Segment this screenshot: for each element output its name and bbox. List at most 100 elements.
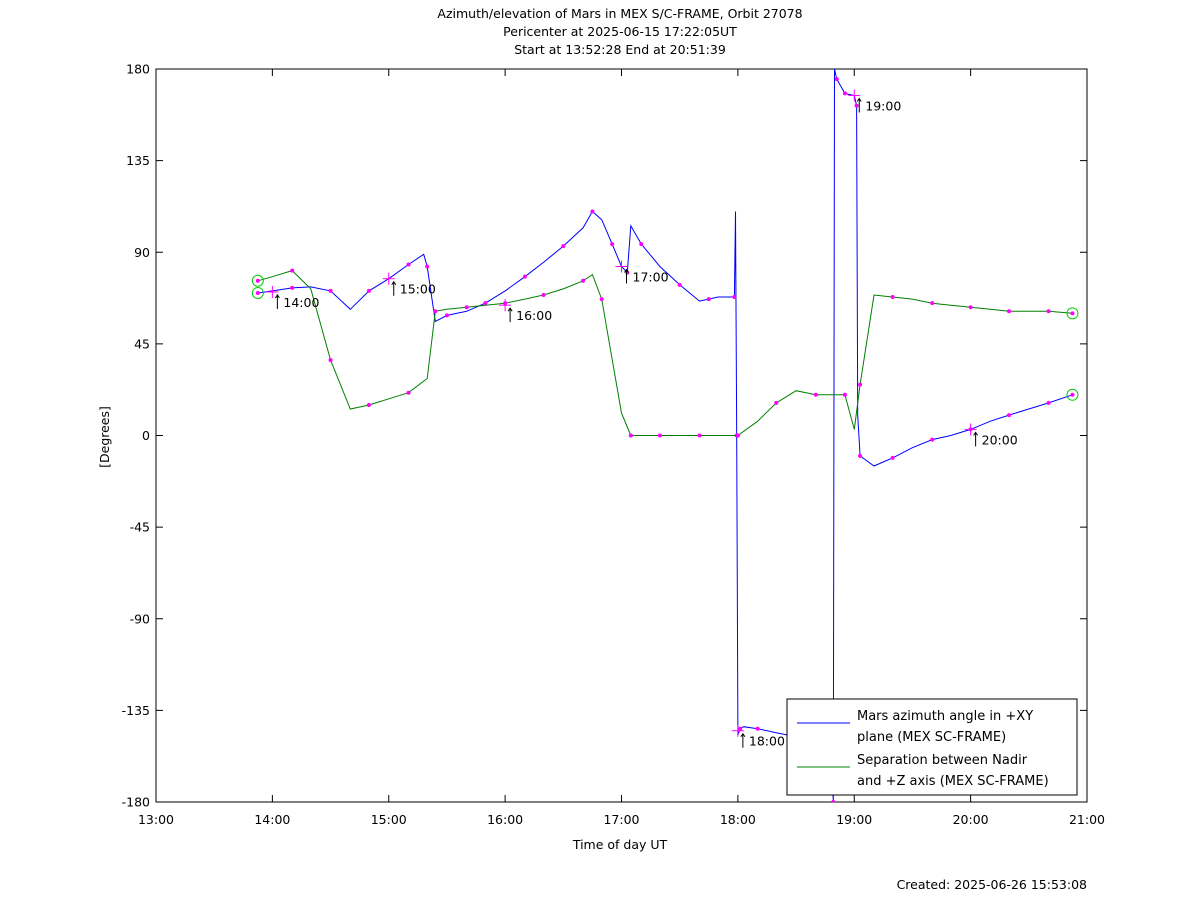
series-point-1 — [774, 400, 779, 405]
hour-marker-label: 18:00 — [749, 734, 785, 749]
hour-marker-label: 16:00 — [516, 308, 552, 323]
legend-label-separation-line-1: Separation between Nadir — [857, 753, 1028, 768]
hour-arrow-head — [740, 732, 746, 738]
title-line-2: Pericenter at 2025-06-15 17:22:05UT — [503, 24, 737, 39]
series-point-0 — [858, 453, 863, 458]
hour-arrow-head — [973, 431, 979, 436]
series-point-0 — [561, 244, 566, 249]
series-point-1 — [328, 358, 333, 363]
legend: Mars azimuth angle in +XY plane (MEX SC-… — [786, 698, 1078, 796]
series-point-0 — [706, 297, 711, 302]
series-point-0 — [831, 800, 836, 802]
legend-box — [786, 698, 1078, 796]
hour-arrow-head — [274, 294, 280, 299]
created-footer: Created: 2025-06-26 15:53:08 — [897, 877, 1087, 892]
legend-label-azimuth-line-1: Mars azimuth angle in +XY — [857, 709, 1033, 724]
legend-label-separation-line-2: and +Z axis (MEX SC-FRAME) — [857, 774, 1049, 789]
y-tick-label: -135 — [122, 703, 150, 718]
series-point-1 — [657, 433, 662, 438]
series-point-1 — [581, 278, 586, 283]
y-tick-label: -90 — [130, 611, 150, 626]
y-tick-label: -45 — [130, 520, 150, 535]
x-tick-label: 17:00 — [603, 812, 639, 827]
series-point-1 — [968, 305, 973, 310]
x-tick-label: 18:00 — [720, 812, 756, 827]
hour-marker-label: 14:00 — [283, 295, 319, 310]
series-start-marker-0 — [251, 286, 264, 299]
series-end-marker-0 — [1066, 388, 1079, 401]
series-point-0 — [328, 288, 333, 293]
y-tick-label: -180 — [122, 795, 150, 810]
y-tick-label: 0 — [142, 428, 150, 443]
series-point-0 — [290, 285, 295, 290]
series-point-0 — [483, 301, 488, 306]
hour-arrow-head — [391, 280, 397, 285]
series-point-1 — [930, 301, 935, 306]
series-point-0 — [255, 290, 260, 295]
series-point-0 — [755, 726, 760, 731]
series-point-0 — [1070, 392, 1075, 397]
series-point-0 — [522, 274, 527, 279]
series-point-0 — [639, 242, 644, 247]
series-point-1 — [1007, 309, 1012, 314]
x-tick-label: 16:00 — [487, 812, 523, 827]
legend-label-azimuth-line-2: plane (MEX SC-FRAME) — [857, 730, 1006, 745]
hour-arrow-head — [856, 97, 862, 102]
series-point-1 — [813, 392, 818, 397]
x-axis: 13:00 14:00 15:00 16:00 17:00 18:00 19:00 20:00… — [138, 69, 1105, 827]
series-point-0 — [444, 313, 449, 318]
x-tick-label: 13:00 — [138, 812, 174, 827]
series-point-0 — [590, 209, 595, 214]
series-layer — [251, 69, 1079, 802]
series-point-0 — [732, 295, 737, 300]
series-point-1 — [697, 433, 702, 438]
hour-marker-label: 17:00 — [633, 270, 669, 285]
series-point-1 — [842, 392, 847, 397]
series-point-1 — [406, 390, 411, 395]
hour-arrow-head — [507, 307, 513, 312]
series-end-marker-1 — [1066, 307, 1079, 320]
series-point-1 — [735, 433, 740, 438]
y-axis: -180 -135 -90 -45 0 45 90 135 180 — [122, 62, 1087, 810]
plot-area-frame — [155, 68, 1088, 803]
series-point-1 — [255, 278, 260, 283]
y-tick-label: 180 — [126, 62, 150, 77]
series-point-0 — [842, 91, 847, 96]
series-point-1 — [599, 297, 604, 302]
series-point-0 — [890, 455, 895, 460]
series-line-0 — [257, 69, 1073, 802]
chart-title: Azimuth/elevation of Mars in MEX S/C-FRA… — [437, 6, 802, 57]
series-point-1 — [290, 268, 295, 273]
x-tick-label: 14:00 — [254, 812, 290, 827]
series-point-1 — [858, 382, 863, 387]
time-markers: 14:00 15:00 16:00 17:00 18:00 19:00 20:00 — [266, 89, 1018, 749]
y-axis-label: [Degrees] — [97, 406, 112, 468]
series-point-1 — [628, 433, 633, 438]
x-tick-label: 19:00 — [836, 812, 872, 827]
y-tick-label: 90 — [134, 245, 150, 260]
series-start-marker-1 — [251, 274, 264, 287]
series-point-1 — [1046, 309, 1051, 314]
series-point-0 — [1007, 413, 1012, 418]
series-point-0 — [406, 262, 411, 267]
series-point-0 — [834, 77, 839, 82]
x-tick-label: 20:00 — [953, 812, 989, 827]
series-point-1 — [464, 305, 469, 310]
series-point-1 — [1070, 311, 1075, 316]
series-point-0 — [366, 288, 371, 293]
series-point-0 — [610, 242, 615, 247]
series-line-1 — [257, 270, 1073, 436]
series-point-0 — [1046, 400, 1051, 405]
series-point-0 — [677, 282, 682, 287]
title-line-1: Azimuth/elevation of Mars in MEX S/C-FRA… — [437, 6, 802, 21]
series-point-0 — [738, 726, 743, 731]
series-point-1 — [890, 295, 895, 300]
series-point-0 — [425, 264, 430, 269]
hour-marker-label: 15:00 — [400, 282, 436, 297]
hour-marker-label: 19:00 — [865, 98, 901, 113]
series-point-1 — [366, 402, 371, 407]
x-tick-label: 21:00 — [1069, 812, 1105, 827]
series-point-0 — [854, 103, 859, 108]
series-point-1 — [541, 293, 546, 298]
x-axis-label: Time of day UT — [572, 837, 668, 852]
